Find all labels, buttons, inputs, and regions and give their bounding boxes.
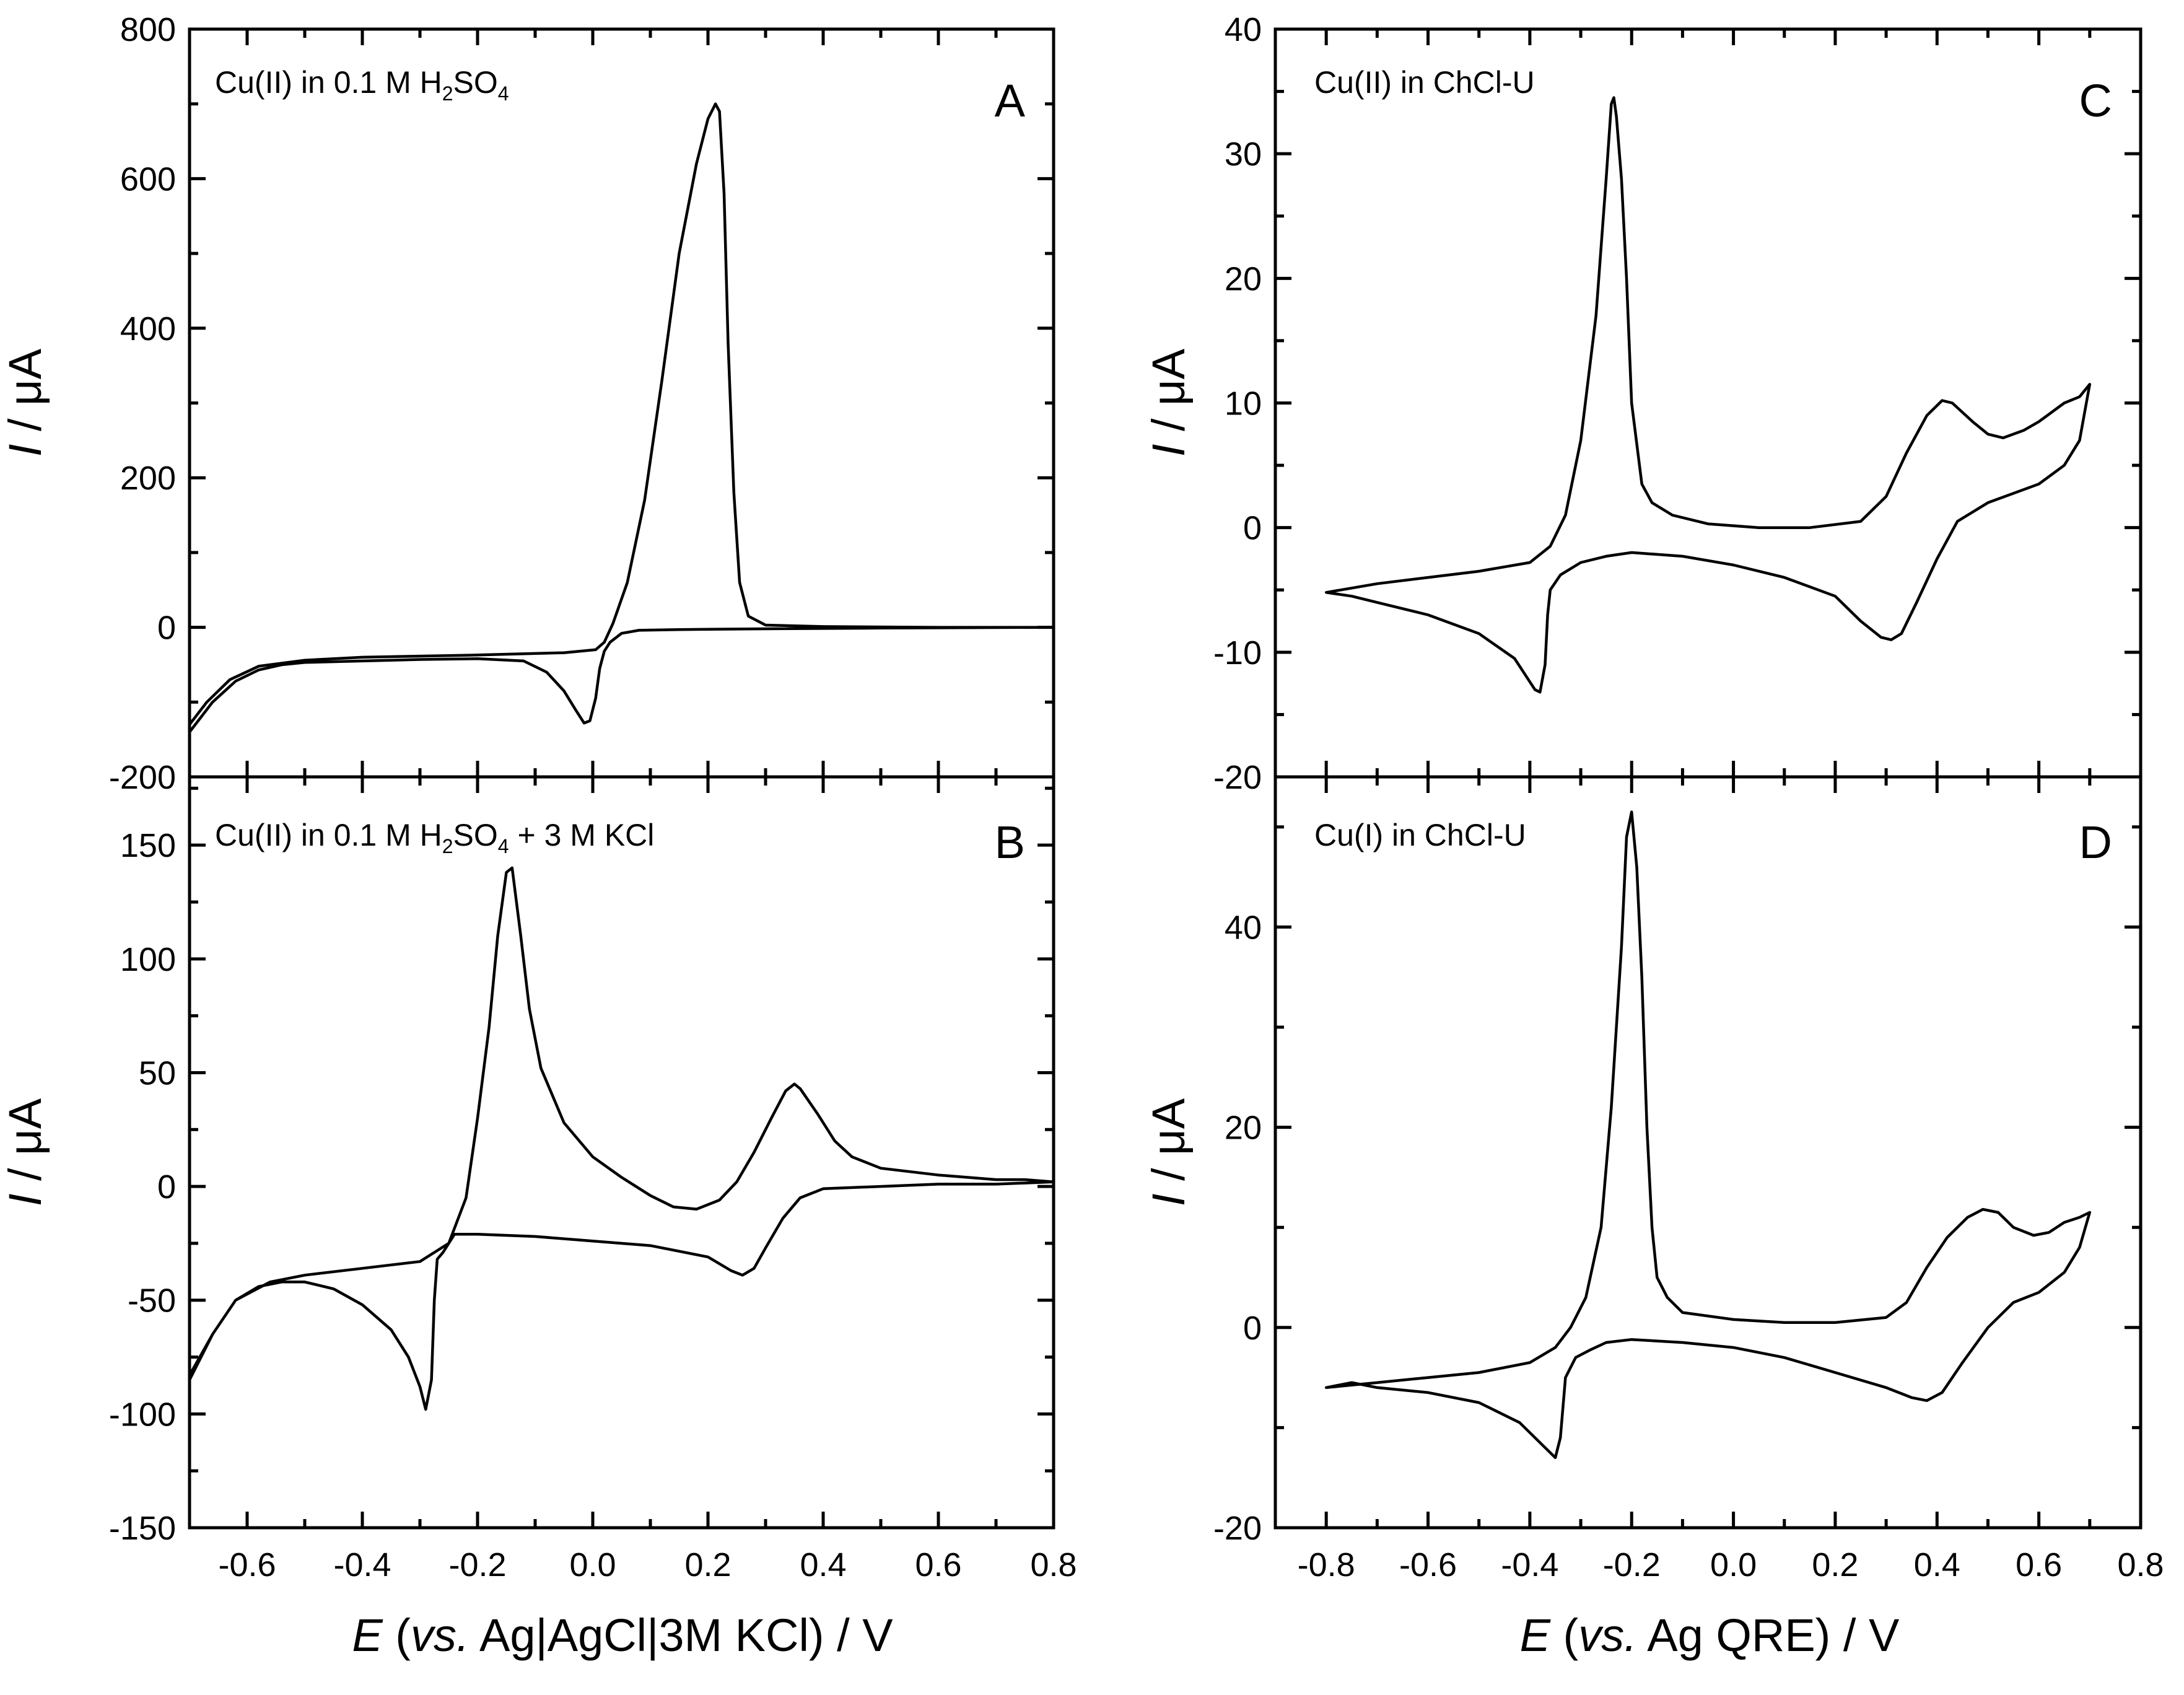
panel-d-xtick-label: -0.4: [1501, 1546, 1558, 1583]
panel-d-xtick-label: -0.2: [1603, 1546, 1661, 1583]
panel-b-xtick-label: 0.8: [1030, 1546, 1077, 1583]
panel-c-cv-curve: [1324, 96, 2092, 694]
panel-c-ylabel: I / μA: [1143, 348, 1194, 457]
panel-b-ytick-label: 50: [139, 1054, 176, 1092]
panel-a-frame: [188, 27, 1055, 779]
panel-a-ylabel: I / μA: [0, 348, 51, 457]
panel-b-ylabel: I / μA: [0, 1098, 51, 1206]
panel-d-yticks: -20 0 20 40: [1213, 825, 2141, 1547]
panel-a-ytick-label: 0: [157, 610, 176, 647]
panel-b-ytick-label: 0: [157, 1168, 176, 1206]
panel-b-ytick-label: 150: [120, 827, 176, 864]
panel-d-xticks: -0.8 -0.6 -0.4 -0.2 0.0 0.2 0.4 0.6 0.8: [1273, 777, 2164, 1583]
panel-d-ytick-label: 0: [1243, 1310, 1262, 1347]
panel-b-yticks: -150 -100 -50 0 50 100 150: [109, 786, 1054, 1547]
panel-b-xlabel: E (vs. Ag|AgCl|3M KCl) / V: [352, 1610, 893, 1661]
panel-b-xticks: -0.6 -0.4 -0.2 0.0 0.2 0.4 0.6 0.8: [188, 777, 1077, 1583]
panel-d: -20 0 20 40 -0.8 -0.6 -0.4 -0.2 0.0 0.2 0.4 0.6 0.8…: [1143, 775, 2164, 1661]
panel-d-ytick-label: -20: [1213, 1510, 1262, 1547]
panel-d-xlabel: E (vs. Ag QRE) / V: [1520, 1610, 1900, 1661]
panel-d-frame: [1273, 775, 2143, 1530]
panel-c-ytick-label: 0: [1243, 510, 1262, 547]
panel-b-xtick-label: -0.4: [333, 1546, 391, 1583]
panel-b-xtick-label: -0.2: [448, 1546, 506, 1583]
panel-c-frame: [1273, 27, 2143, 779]
panel-d-xtick-label: 0.8: [2117, 1546, 2164, 1583]
panel-b-xtick-label: 0.0: [569, 1546, 616, 1583]
panel-b-ytick-label: -50: [128, 1282, 176, 1320]
panel-c-ytick-label: 40: [1225, 11, 1262, 48]
panel-d-ytick-label: 20: [1225, 1110, 1262, 1147]
panel-c-ytick-label: 20: [1225, 260, 1262, 297]
panel-c-ytick-label: 10: [1225, 385, 1262, 423]
panel-c-ytick-label: -10: [1213, 634, 1262, 672]
panel-c-ytick-label: -20: [1213, 759, 1262, 796]
panel-a-xticks: [188, 29, 1055, 777]
panel-d-ylabel: I / μA: [1143, 1098, 1194, 1206]
panel-a-yticks: -200 0 200 400 600 800: [109, 11, 1054, 796]
panel-a-ytick-label: 600: [120, 160, 176, 198]
panel-c: -20 -10 0 10 20 30 40 Cu(II) in ChCl-U C I / μ…: [1143, 11, 2143, 796]
panel-c-yticks: -20 -10 0 10 20 30 40: [1213, 11, 2141, 796]
panel-a-ytick-label: 200: [120, 460, 176, 497]
panel-d-xtick-label: 0.2: [1812, 1546, 1858, 1583]
panel-a-ytick-label: 800: [120, 11, 176, 48]
panel-d-cv-curve: [1324, 810, 2092, 1460]
panel-b-cv-curve: [188, 866, 1055, 1411]
panel-d-xtick-label: 0.6: [2016, 1546, 2062, 1583]
panel-b-annotation: Cu(II) in 0.1 M H2SO4 + 3 M KCl: [215, 818, 654, 857]
panel-c-letter: C: [2079, 75, 2112, 126]
panel-d-ytick-label: 40: [1225, 909, 1262, 946]
panel-b: -150 -100 -50 0 50 100 150 -0.6 -0.4 -0.2 0.0 0.2 0…: [0, 775, 1077, 1661]
panel-d-xtick-label: 0.0: [1710, 1546, 1757, 1583]
panel-d-xtick-label: -0.8: [1298, 1546, 1355, 1583]
panel-a-ytick-label: 400: [120, 310, 176, 348]
panel-d-xtick-label: -0.6: [1399, 1546, 1457, 1583]
panel-c-annotation: Cu(II) in ChCl-U: [1314, 65, 1535, 100]
panel-d-xtick-label: 0.4: [1914, 1546, 1960, 1583]
panel-b-ytick-label: -150: [109, 1510, 176, 1547]
panel-b-xtick-label: 0.6: [915, 1546, 961, 1583]
panel-c-ytick-label: 30: [1225, 136, 1262, 173]
panel-a-cv-curve: [188, 102, 1055, 734]
panel-b-ytick-label: -100: [109, 1396, 176, 1433]
panel-b-frame: [188, 775, 1055, 1530]
panel-b-xtick-label: 0.4: [800, 1546, 846, 1583]
panel-b-xtick-label: -0.6: [218, 1546, 276, 1583]
panel-c-xticks: [1273, 29, 2143, 777]
panel-a-ytick-label: -200: [109, 759, 176, 796]
panel-a-annotation: Cu(II) in 0.1 M H2SO4: [215, 65, 509, 105]
panel-d-letter: D: [2079, 817, 2112, 868]
panel-a-letter: A: [995, 75, 1026, 126]
panel-d-annotation: Cu(I) in ChCl-U: [1314, 818, 1526, 852]
panel-b-xtick-label: 0.2: [684, 1546, 731, 1583]
panel-b-letter: B: [995, 817, 1025, 868]
panel-b-ytick-label: 100: [120, 941, 176, 978]
